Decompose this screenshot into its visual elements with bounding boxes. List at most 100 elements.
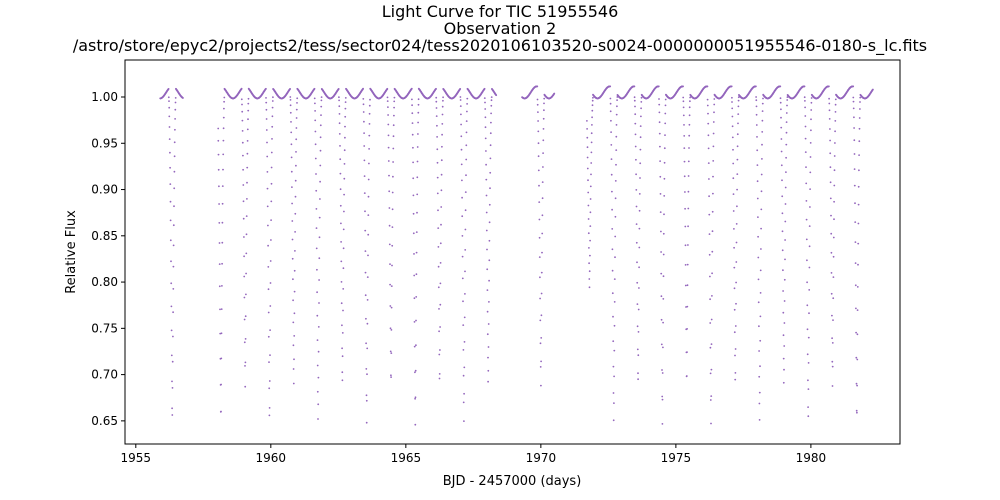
data-point [295, 127, 298, 129]
data-point [340, 260, 343, 263]
data-point [221, 185, 224, 188]
data-point [663, 195, 666, 197]
data-point [247, 109, 250, 112]
data-point [636, 261, 638, 264]
data-point [438, 330, 440, 333]
data-point [169, 166, 172, 169]
data-point [270, 151, 273, 154]
data-point [219, 308, 221, 311]
data-point [780, 108, 782, 111]
data-point [291, 202, 293, 205]
data-point [488, 221, 491, 224]
data-point [464, 228, 467, 231]
data-point [731, 101, 733, 103]
data-point [416, 176, 419, 179]
data-point [221, 262, 224, 265]
data-point [342, 309, 344, 312]
data-point [732, 193, 735, 196]
data-point [613, 301, 616, 303]
data-point [612, 419, 615, 422]
data-point [757, 301, 760, 304]
data-point [762, 97, 764, 100]
y-tick-label: 0.95 [91, 136, 118, 150]
data-point [438, 377, 441, 380]
data-point [413, 274, 416, 277]
data-point [809, 142, 812, 144]
data-point [290, 121, 292, 123]
data-point [266, 155, 269, 158]
data-point [414, 423, 417, 426]
data-point [785, 112, 788, 114]
data-point [542, 117, 545, 120]
data-point [635, 205, 638, 208]
data-point [591, 124, 593, 126]
data-point [241, 110, 244, 113]
data-point [410, 87, 413, 90]
data-point [614, 180, 617, 182]
data-point [759, 339, 762, 342]
data-point [417, 103, 420, 106]
data-point [485, 194, 488, 197]
data-point [731, 136, 734, 139]
data-point [829, 166, 832, 169]
data-point [485, 229, 488, 232]
data-point [171, 380, 173, 383]
data-point [319, 198, 321, 200]
data-point [688, 106, 691, 109]
data-point [366, 299, 369, 301]
data-point [636, 281, 639, 284]
data-point [417, 121, 419, 124]
data-point [218, 285, 221, 288]
data-point [664, 134, 666, 137]
data-point [344, 136, 346, 139]
data-point [435, 115, 438, 117]
data-point [803, 85, 806, 88]
data-point [461, 277, 464, 280]
data-point [462, 401, 465, 404]
data-point [663, 213, 665, 216]
data-point [662, 232, 665, 235]
data-point [613, 324, 616, 327]
data-point [222, 139, 225, 142]
data-point [341, 324, 343, 327]
data-point [435, 96, 438, 99]
data-point [362, 98, 365, 100]
data-point [784, 258, 786, 261]
data-point [587, 218, 590, 220]
data-point [633, 96, 636, 99]
data-point [217, 127, 220, 130]
data-point [440, 159, 443, 162]
data-point [462, 324, 465, 326]
data-point [316, 339, 319, 341]
data-point [265, 87, 267, 90]
x-axis-ticks: 1955 1960 1965 1970 1975 1980 [121, 444, 826, 465]
data-point [613, 278, 616, 280]
data-point [734, 325, 737, 327]
data-point [615, 135, 618, 138]
data-point [662, 298, 665, 300]
data-point [536, 98, 539, 101]
data-point [435, 107, 438, 109]
data-point [732, 162, 735, 165]
data-point [687, 244, 689, 246]
data-point [638, 227, 641, 230]
data-point [755, 99, 758, 102]
data-point [366, 373, 368, 376]
data-point [779, 85, 782, 88]
data-point [367, 254, 369, 257]
data-point [588, 270, 591, 273]
data-point [538, 256, 541, 258]
data-point [386, 96, 389, 99]
data-point [170, 329, 173, 332]
data-point [465, 158, 468, 161]
data-point [810, 109, 813, 111]
data-point [486, 268, 489, 271]
data-point [461, 235, 464, 237]
data-point [388, 174, 390, 177]
data-point [293, 358, 295, 361]
data-point [314, 119, 317, 122]
data-point [270, 200, 273, 203]
data-point [440, 206, 443, 208]
data-point [609, 102, 612, 105]
data-point [245, 293, 247, 296]
